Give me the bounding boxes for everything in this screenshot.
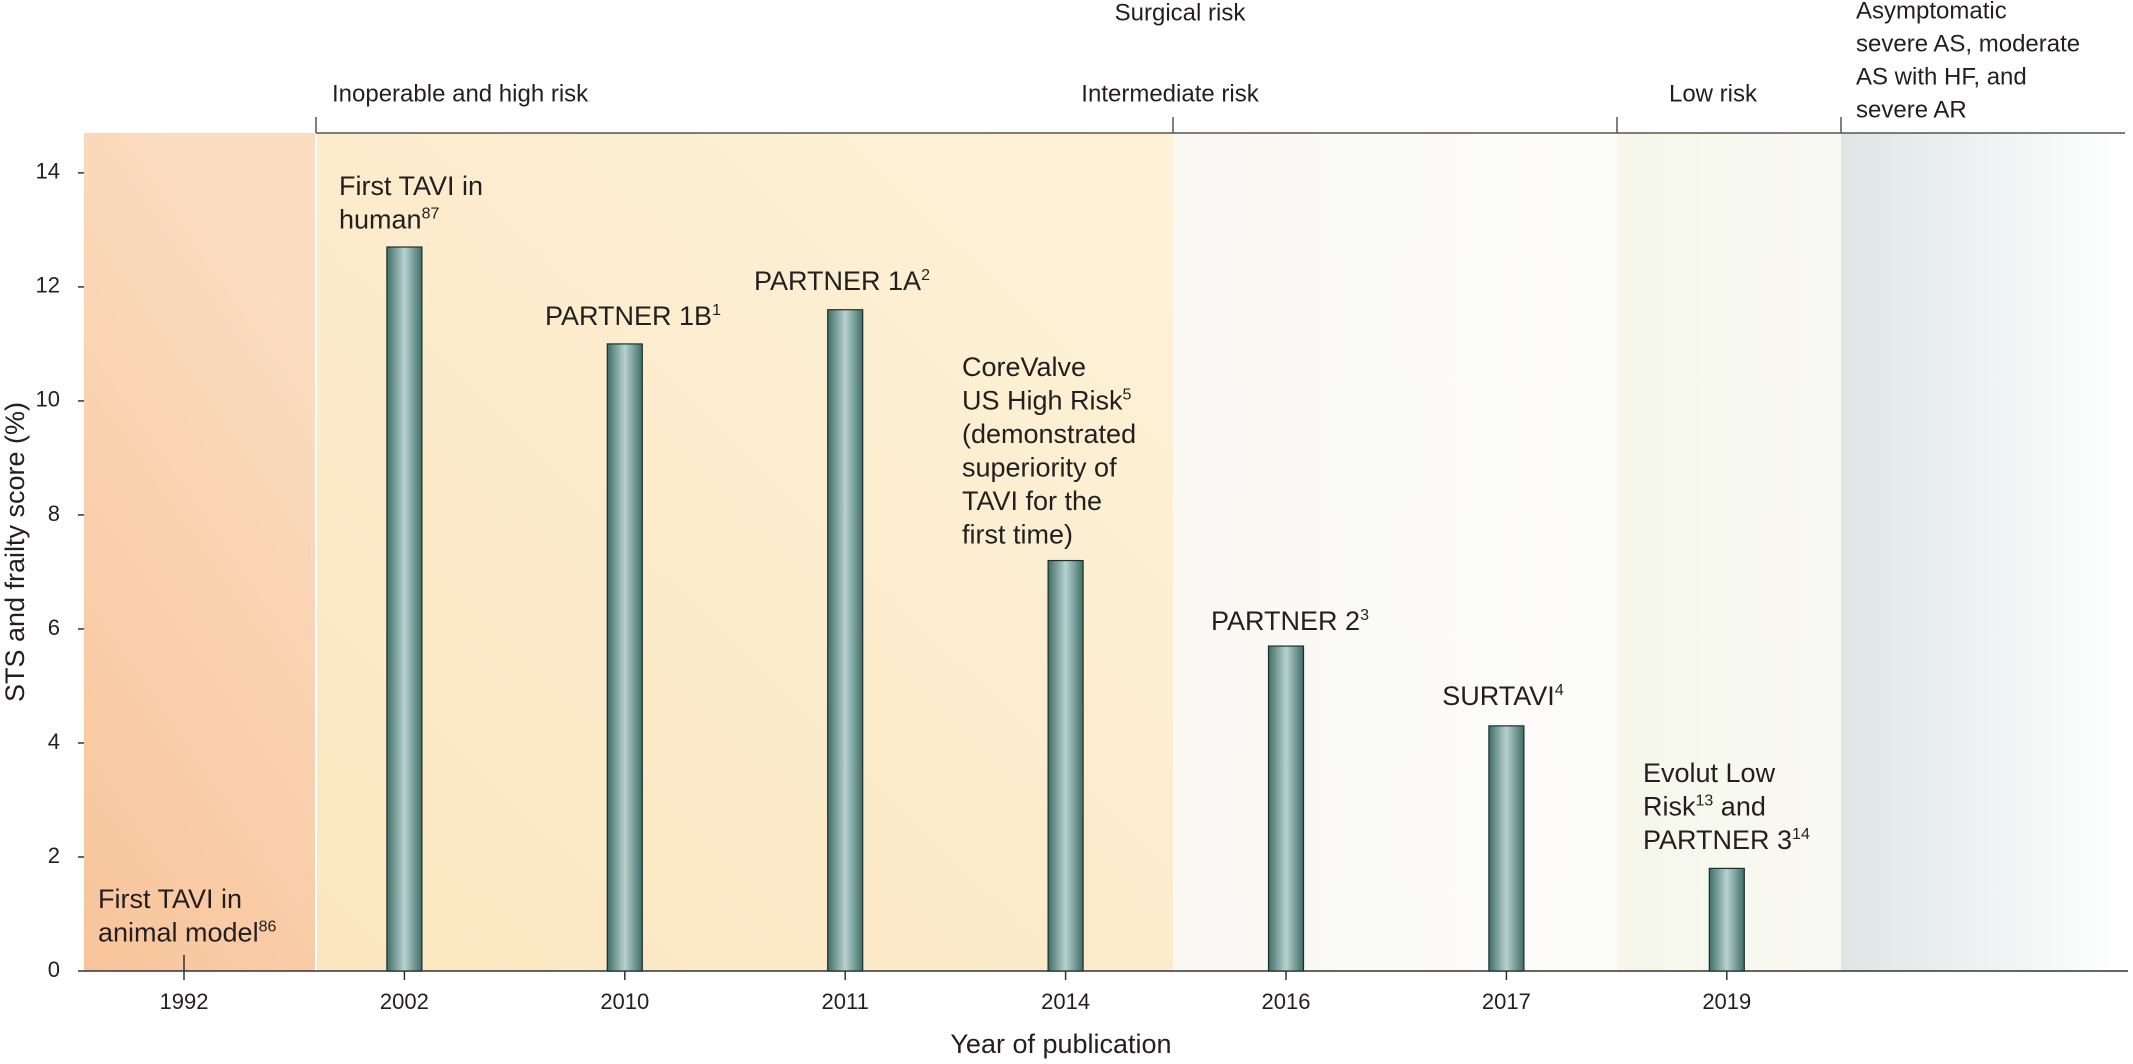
annotation-ref: 13 — [1696, 793, 1714, 810]
x-axis-title: Year of publication — [950, 1029, 1171, 1059]
annotation: PARTNER 1A2 — [754, 266, 930, 296]
y-tick-label: 8 — [48, 501, 60, 526]
x-tick-label: 2002 — [380, 989, 429, 1014]
risk-group-label: Asymptomatic — [1856, 0, 2007, 24]
annotation-text: PARTNER 1A — [754, 266, 921, 296]
annotation-ref: 86 — [259, 919, 277, 936]
annotation: TAVI for the — [962, 486, 1102, 516]
y-tick-label: 10 — [36, 387, 60, 412]
y-tick-label: 6 — [48, 615, 60, 640]
bar — [1047, 559, 1084, 972]
annotation-text: and — [1713, 792, 1766, 822]
annotation: Evolut Low — [1643, 758, 1776, 788]
bar — [1488, 725, 1525, 972]
band-animal — [84, 133, 316, 971]
annotation-text: (demonstrated — [962, 419, 1136, 449]
annotation-text: Evolut Low — [1643, 758, 1776, 788]
annotation-text: First TAVI in — [339, 171, 483, 201]
x-tick-label: 2016 — [1262, 989, 1311, 1014]
x-tick-label: 2011 — [822, 989, 869, 1014]
bar — [1708, 867, 1745, 972]
x-tick-label: 1992 — [160, 989, 209, 1014]
annotation-text: SURTAVI — [1442, 681, 1555, 711]
y-axis-title: STS and frailty score (%) — [0, 402, 30, 702]
annotation-text: US High Risk — [962, 386, 1123, 416]
annotation-ref: 3 — [1360, 607, 1369, 624]
annotation-text: human — [339, 205, 422, 235]
annotation: CoreValve — [962, 352, 1086, 382]
annotation-ref: 1 — [712, 302, 721, 319]
chart-title: Surgical risk — [1115, 0, 1247, 26]
annotation: PARTNER 314 — [1643, 825, 1810, 855]
bar — [606, 343, 643, 972]
bar — [1267, 645, 1305, 972]
annotation-ref: 4 — [1555, 682, 1564, 699]
annotation: (demonstrated — [962, 419, 1136, 449]
y-tick-label: 2 — [48, 843, 60, 868]
annotation-text: TAVI for the — [962, 486, 1102, 516]
annotation: US High Risk5 — [962, 386, 1132, 416]
annotation: PARTNER 23 — [1211, 606, 1369, 636]
risk-group-label: Inoperable and high risk — [332, 80, 589, 107]
annotation: superiority of — [962, 453, 1117, 483]
annotation-text: PARTNER 3 — [1643, 825, 1792, 855]
annotation-text: superiority of — [962, 453, 1117, 483]
annotation-text: Risk — [1643, 792, 1696, 822]
y-tick-label: 12 — [36, 273, 60, 298]
band-intermediate — [1173, 133, 1617, 971]
bar — [827, 309, 864, 972]
annotation: PARTNER 1B1 — [545, 301, 721, 331]
annotation-ref: 5 — [1123, 387, 1132, 404]
annotation: First TAVI in — [98, 884, 242, 914]
y-tick-label: 4 — [48, 729, 60, 754]
y-tick-label: 0 — [48, 957, 60, 982]
annotation-ref: 2 — [921, 267, 930, 284]
risk-group-label: severe AR — [1856, 96, 1967, 123]
annotation: SURTAVI4 — [1442, 681, 1564, 711]
annotation-text: first time) — [962, 520, 1073, 550]
annotation-text: PARTNER 2 — [1211, 606, 1360, 636]
annotation-text: CoreValve — [962, 352, 1086, 382]
x-tick-label: 2014 — [1041, 989, 1090, 1014]
risk-group-label: Low risk — [1669, 80, 1758, 107]
risk-group-label: AS with HF, and — [1856, 63, 2027, 90]
background-bands — [84, 133, 2125, 971]
annotation: First TAVI in — [339, 171, 483, 201]
risk-group-label: Intermediate risk — [1081, 80, 1259, 107]
x-tick-label: 2019 — [1702, 989, 1751, 1014]
band-low — [1617, 133, 1841, 971]
annotation-text: PARTNER 1B — [545, 301, 712, 331]
band-asymptomatic — [1841, 133, 2125, 971]
annotation-ref: 87 — [422, 206, 440, 223]
annotation: human87 — [339, 205, 439, 235]
annotation: Risk13 and — [1643, 792, 1766, 822]
annotation-text: animal model — [98, 918, 259, 948]
annotation-text: First TAVI in — [98, 884, 242, 914]
band-high-risk — [316, 133, 1173, 971]
x-tick-label: 2017 — [1482, 989, 1531, 1014]
annotation: first time) — [962, 520, 1073, 550]
risk-group-label: severe AS, moderate — [1856, 30, 2080, 57]
y-tick-label: 14 — [36, 159, 60, 184]
annotation-ref: 14 — [1792, 826, 1810, 843]
x-tick-label: 2010 — [600, 989, 649, 1014]
annotation: animal model86 — [98, 918, 276, 948]
bar — [386, 246, 423, 972]
